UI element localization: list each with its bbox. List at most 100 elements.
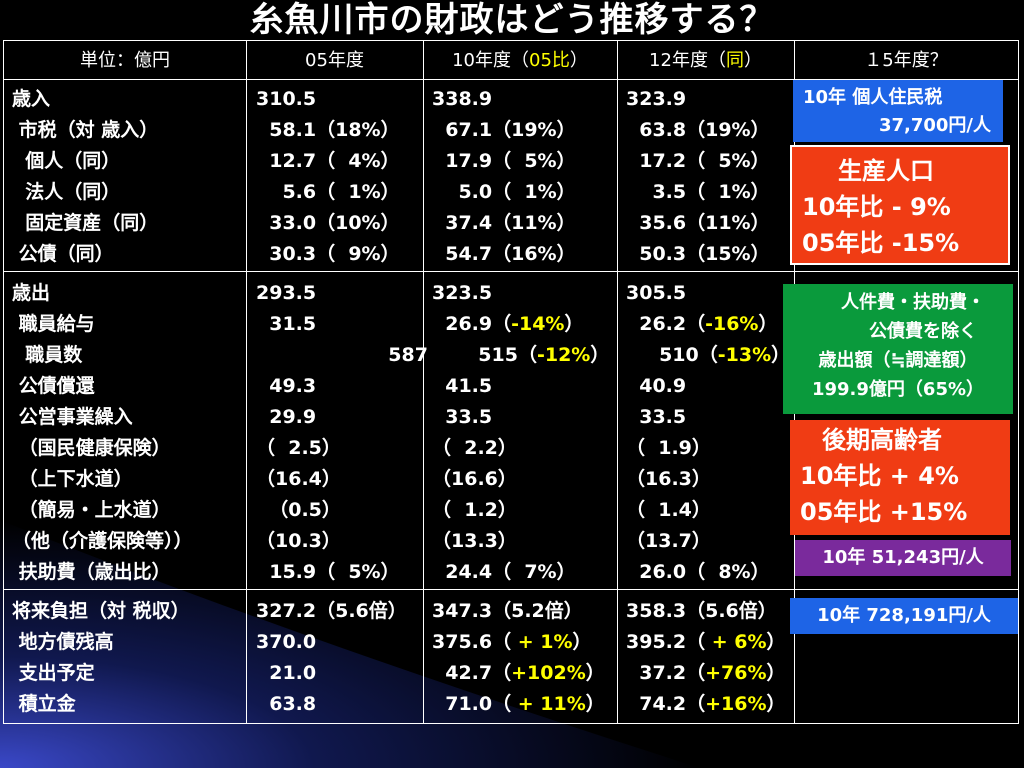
table-cell: 67.1（19%） [432, 119, 576, 141]
table-cell: 26.2（-16%） [626, 313, 778, 335]
table-cell: 37.4（11%） [432, 212, 576, 234]
col-divider [246, 41, 247, 723]
table-cell: 323.5 [432, 282, 493, 304]
table-cell: 375.6（ + 1%） [432, 631, 592, 653]
callout-working-population: 生産人口 10年比 - 9% 05年比 -15% [790, 145, 1010, 265]
change-highlight: +102% [511, 662, 586, 684]
table-cell: （16.6） [432, 468, 517, 490]
table-cell: 40.9 [626, 375, 687, 397]
future-05: 327.2（5.6倍） 370.0 21.0 63.8 [256, 596, 407, 720]
table-cell: 個人（同） [12, 150, 121, 172]
table-cell: 26.9（-14%） [432, 313, 584, 335]
callout-resident-tax: 10年 個人住民税 37,700円/人 [793, 80, 1003, 142]
revenue-labels: 歳入 市税（対 歳入） 個人（同） 法人（同） 固定資産（同） 公債（同） [12, 84, 158, 270]
callout-line: 05年比 -15% [802, 229, 960, 257]
table-cell: 50.3（15%） [626, 243, 770, 265]
table-cell: 地方債残高 [12, 631, 114, 653]
table-cell: 587 [256, 344, 428, 366]
revenue-10: 338.9 67.1（19%） 17.9（ 5%） 5.0（ 1%） 37.4（… [432, 84, 576, 270]
table-cell: 323.9 [626, 88, 687, 110]
table-cell: 固定資産（同） [12, 212, 159, 234]
table-cell: 33.0（10%） [256, 212, 400, 234]
table-cell: 63.8（19%） [626, 119, 770, 141]
table-cell: 510（-13%） [626, 344, 791, 366]
change-highlight: -14% [511, 313, 565, 335]
table-cell: 5.6（ 1%） [256, 181, 400, 203]
table-cell: 3.5（ 1%） [626, 181, 770, 203]
expenditure-10: 323.5 26.9（-14%） 515（-12%） 41.5 33.5 （ 2.… [432, 278, 609, 588]
callout-line: 10年比 - 9% [802, 193, 951, 221]
table-cell: （ 2.5） [256, 437, 341, 459]
table-cell: 42.7（+102%） [432, 662, 605, 684]
table-cell: 26.0（ 8%） [626, 561, 770, 583]
table-cell: （ 2.2） [432, 437, 517, 459]
table-cell: 17.2（ 5%） [626, 150, 770, 172]
table-cell: 74.2（+16%） [626, 693, 786, 715]
table-cell: 歳出 [12, 282, 51, 304]
callout-line: 後期高齢者 [822, 426, 942, 454]
callout-debt-per-person: 10年 728,191円/人 [790, 598, 1018, 634]
row-divider [4, 79, 1018, 80]
table-cell: 市税（対 歳入） [12, 119, 159, 141]
table-cell: 310.5 [256, 88, 317, 110]
callout-line: 生産人口 [838, 157, 934, 185]
header-15: １5年度？ [864, 50, 948, 71]
table-cell: 33.5 [432, 406, 493, 428]
table-cell: 305.5 [626, 282, 687, 304]
header-12: 12年度（同） [649, 50, 762, 71]
table-cell: （上下水道） [12, 468, 133, 490]
expenditure-05: 293.5 31.5 587 49.3 29.9 （ 2.5） （16.4） （0.… [256, 278, 428, 588]
row-divider [4, 589, 1018, 590]
revenue-05: 310.5 58.1（18%） 12.7（ 4%） 5.6（ 1%） 33.0（… [256, 84, 400, 270]
finance-table: 単位：億円 05年度 10年度（05比） 12年度（同） １5年度？ 歳入 市税… [3, 40, 1019, 724]
future-10: 347.3（5.2倍） 375.6（ + 1%） 42.7（+102%） 71.0… [432, 596, 605, 720]
table-cell: （0.5） [256, 499, 341, 521]
table-cell: 71.0（ + 11%） [432, 693, 605, 715]
change-highlight: -12% [536, 344, 591, 366]
col-divider [617, 41, 618, 723]
table-cell: 職員数 [12, 344, 83, 366]
callout-expenditure-excluding: 人件費・扶助費・ 公債費を除く 歳出額（≒調達額） 199.9億円（65%） [783, 284, 1013, 414]
change-highlight: + 6% [705, 631, 767, 653]
page-title: 糸魚川市の財政はどう推移する？ [249, 0, 775, 40]
callout-line: 05年比 +15% [800, 498, 968, 526]
table-cell: 29.9 [256, 406, 317, 428]
table-cell: 293.5 [256, 282, 317, 304]
table-cell: 法人（同） [12, 181, 121, 203]
expenditure-12: 305.5 26.2（-16%） 510（-13%） 40.9 33.5 （ 1.… [626, 278, 790, 588]
callout-line: 10年比 + 4% [800, 462, 959, 490]
table-cell: 公債償還 [12, 375, 95, 397]
change-highlight: + 1% [511, 631, 573, 653]
table-cell: （ 1.4） [626, 499, 711, 521]
change-highlight: -13% [717, 344, 772, 366]
table-cell: 職員給与 [12, 313, 95, 335]
change-highlight: +76% [705, 662, 767, 684]
callout-welfare-per-person: 10年 51,243円/人 [795, 540, 1011, 576]
callout-line: 人件費・扶助費・ [841, 292, 985, 313]
future-labels: 将来負担（対 税収） 地方債残高 支出予定 積立金 [12, 596, 190, 720]
table-cell: 15.9（ 5%） [256, 561, 400, 583]
table-cell: 58.1（18%） [256, 119, 400, 141]
table-cell: 21.0 [256, 662, 317, 684]
table-cell: （ 1.2） [432, 499, 517, 521]
table-cell: 積立金 [12, 693, 76, 715]
table-cell: 扶助費（歳出比） [12, 561, 171, 583]
future-12: 358.3（5.6倍） 395.2（ + 6%） 37.2（+76%） 74.2（… [626, 596, 786, 720]
table-cell: 31.5 [256, 313, 317, 335]
table-cell: （13.7） [626, 530, 711, 552]
header-10: 10年度（05比） [452, 50, 588, 71]
table-cell: 35.6（11%） [626, 212, 770, 234]
table-cell: （16.3） [626, 468, 711, 490]
table-cell: （ 1.9） [626, 437, 711, 459]
table-cell: （13.3） [432, 530, 517, 552]
callout-line: 199.9億円（65%） [811, 379, 985, 400]
table-cell: 37.2（+76%） [626, 662, 786, 684]
header-unit: 単位：億円 [80, 50, 170, 71]
table-cell: 24.4（ 7%） [432, 561, 576, 583]
table-cell: （簡易・上水道） [12, 499, 171, 521]
table-cell: 327.2（5.6倍） [256, 600, 407, 622]
table-cell: 12.7（ 4%） [256, 150, 400, 172]
change-highlight: + 11% [511, 693, 586, 715]
table-cell: （他（介護保険等）） [12, 530, 193, 552]
